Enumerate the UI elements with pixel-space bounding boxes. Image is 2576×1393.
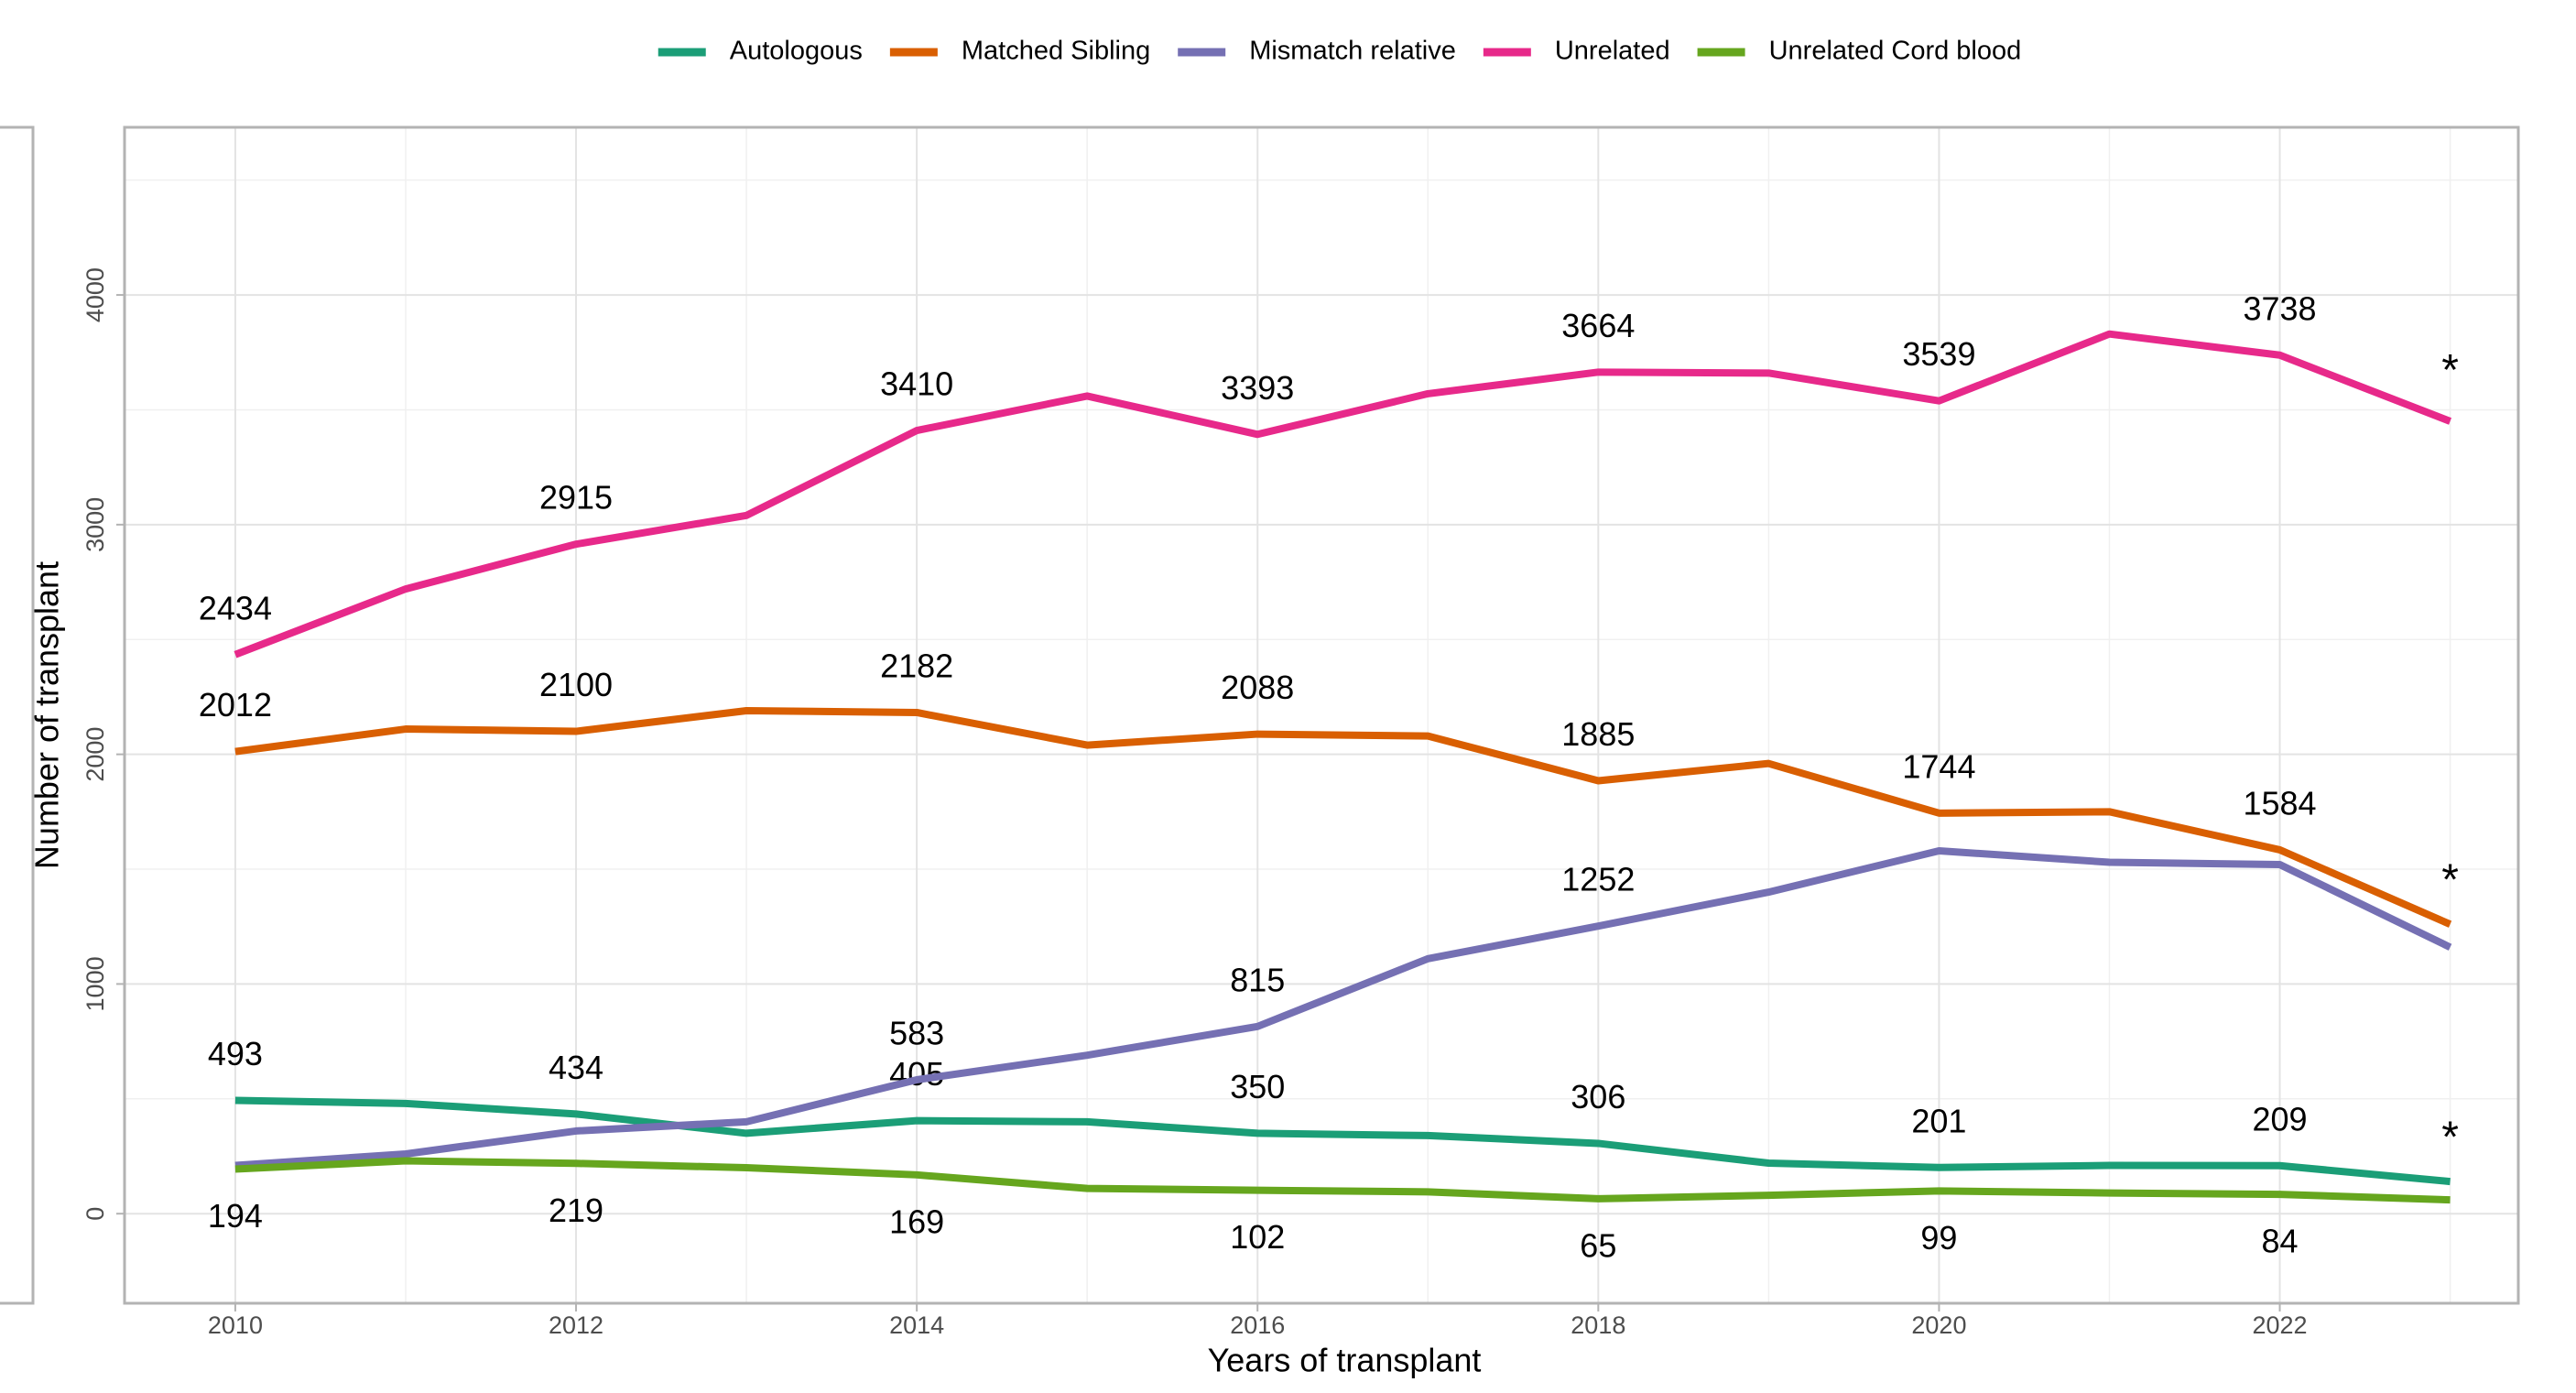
y-tick-label: 4000 [82,267,109,322]
data-label: 3410 [880,365,953,403]
y-tick-label: 1000 [82,956,109,1011]
data-label: 84 [2262,1223,2299,1260]
x-tick-label: 2022 [2252,1311,2307,1339]
data-label: 2088 [1221,669,1294,706]
y-tick-label: 0 [82,1207,109,1221]
data-label: 209 [2252,1100,2307,1137]
data-label: 3738 [2243,289,2316,327]
y-axis-title: Number of transplant [28,561,66,869]
data-label: 201 [1911,1102,1966,1139]
data-label: 2434 [199,589,272,626]
data-label: 3664 [1561,307,1635,344]
legend-label: Unrelated Cord blood [1769,37,2022,66]
data-label: 2915 [539,479,613,517]
x-tick-label: 2010 [208,1311,263,1339]
annotation: * [2441,856,2459,905]
y-tick-label: 3000 [82,497,109,552]
x-tick-label: 2020 [1911,1311,1966,1339]
x-tick-label: 2012 [549,1311,603,1339]
data-label: 1744 [1902,747,1975,785]
data-label: 65 [1580,1226,1616,1264]
data-label: 169 [889,1203,944,1240]
series-line [234,706,2452,928]
x-tick-label: 2014 [889,1311,944,1339]
annotation: * [2441,1114,2459,1162]
y-tick-label: 2000 [82,727,109,782]
series-line [234,1096,2451,1186]
data-label: 306 [1571,1078,1625,1115]
legend: Autologous Matched Sibling Mismatch relati… [658,37,2022,66]
annotation: * [2441,346,2459,395]
legend-label: Autologous [730,37,863,66]
data-label: 2182 [880,648,953,685]
x-tick-label: 2016 [1230,1311,1285,1339]
data-label: 493 [208,1035,263,1072]
legend-label: Matched Sibling [962,37,1150,66]
series-line [234,330,2452,658]
data-label: 102 [1230,1218,1285,1256]
series-line [234,846,2452,1170]
data-label: 1584 [2243,784,2316,822]
plot-frame [123,125,2520,1305]
data-label: 583 [889,1015,944,1052]
data-label: 815 [1230,961,1285,998]
x-tick-label: 2018 [1571,1311,1625,1339]
left-fragment [0,125,35,1305]
data-label: 434 [549,1049,603,1086]
data-label: 1252 [1561,861,1635,898]
data-label: 2012 [199,686,272,724]
data-label: 2100 [539,666,613,703]
data-label: 1885 [1561,715,1635,753]
data-label: 3393 [1221,369,1294,407]
data-label: 219 [549,1192,603,1229]
data-label: 3539 [1902,335,1975,373]
series-line [234,1157,2451,1204]
data-label: 99 [1920,1219,1957,1257]
legend-label: Unrelated [1555,37,1670,66]
data-label: 194 [208,1197,263,1235]
x-axis-title: Years of transplant [1208,1342,1482,1379]
data-label: 350 [1230,1068,1285,1105]
legend-label: Mismatch relative [1249,37,1456,66]
